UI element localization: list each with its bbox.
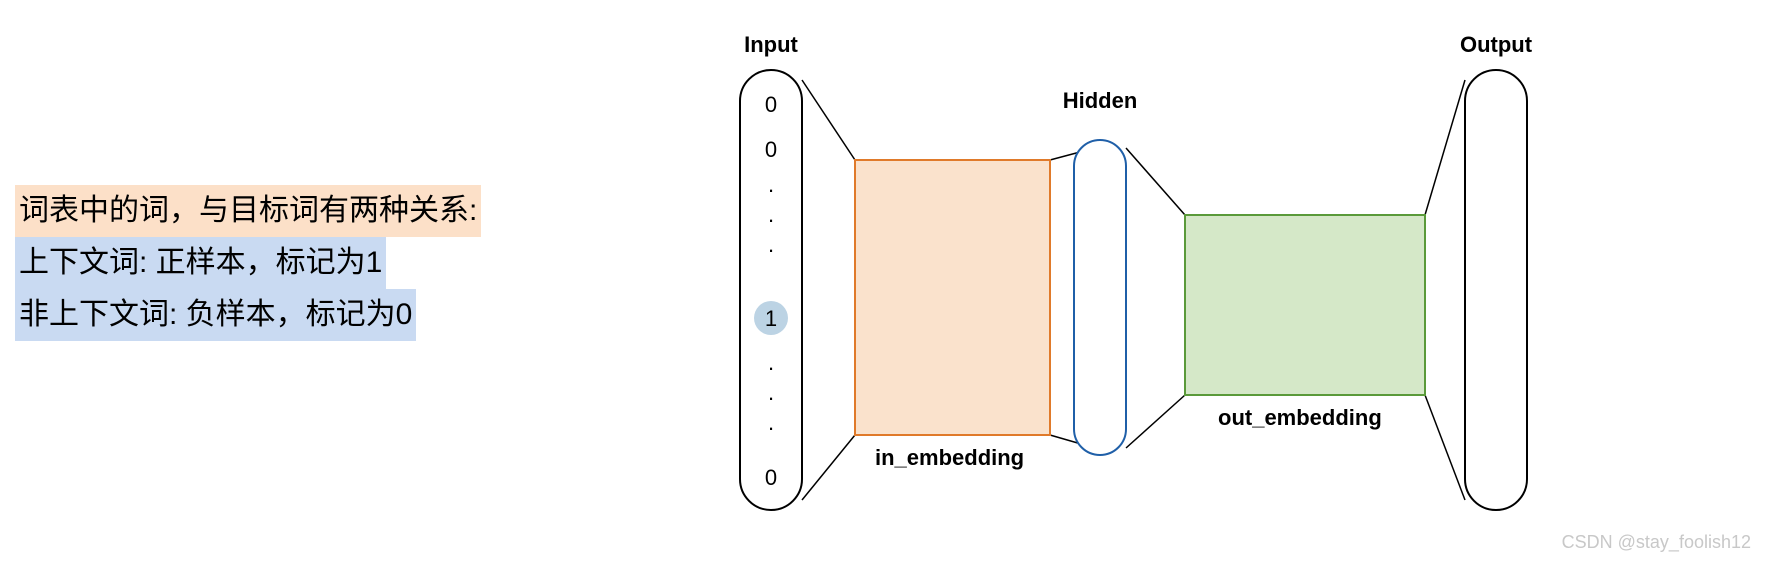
connector-line xyxy=(802,80,855,160)
text-line-2: 上下文词: 正样本，标记为1 xyxy=(15,237,386,289)
svg-text:1: 1 xyxy=(765,306,777,331)
input-layer xyxy=(740,70,802,510)
svg-text:0: 0 xyxy=(765,137,777,162)
svg-text:.: . xyxy=(768,202,774,227)
connector-line xyxy=(1126,395,1185,448)
svg-text:0: 0 xyxy=(765,465,777,490)
label-in-embedding: in_embedding xyxy=(875,445,1024,470)
out-embedding-box xyxy=(1185,215,1425,395)
watermark: CSDN @stay_foolish12 xyxy=(1562,532,1751,553)
explanation-text: 词表中的词，与目标词有两种关系: 上下文词: 正样本，标记为1 非上下文词: 负… xyxy=(15,185,481,341)
hidden-layer xyxy=(1074,140,1126,455)
network-diagram: 0 0 . . . 1 . . . 0 Input Hidden Output … xyxy=(700,30,1760,550)
svg-text:.: . xyxy=(768,410,774,435)
in-embedding-box xyxy=(855,160,1050,435)
svg-text:.: . xyxy=(768,232,774,257)
output-layer xyxy=(1465,70,1527,510)
svg-text:0: 0 xyxy=(765,92,777,117)
label-output: Output xyxy=(1460,32,1533,57)
svg-text:.: . xyxy=(768,350,774,375)
connector-line xyxy=(802,435,855,500)
svg-text:.: . xyxy=(768,380,774,405)
connector-line xyxy=(1425,395,1465,500)
svg-text:.: . xyxy=(768,172,774,197)
text-line-3: 非上下文词: 负样本，标记为0 xyxy=(15,289,416,341)
label-out-embedding: out_embedding xyxy=(1218,405,1382,430)
connector-line xyxy=(1425,80,1465,215)
connector-line xyxy=(1126,148,1185,215)
label-input: Input xyxy=(744,32,798,57)
text-line-1: 词表中的词，与目标词有两种关系: xyxy=(15,185,481,237)
label-hidden: Hidden xyxy=(1063,88,1138,113)
